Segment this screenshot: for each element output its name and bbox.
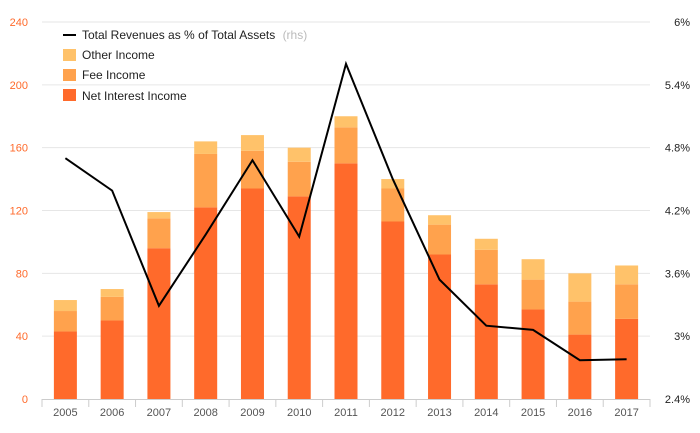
bar-net-interest-income-2006: [100, 320, 124, 399]
bar-net-interest-income-2008: [194, 207, 218, 399]
x-tick-label: 2011: [334, 407, 358, 419]
svg-text:Total Revenues as % of Total A: Total Revenues as % of Total Assets (rhs…: [82, 28, 307, 42]
x-tick-label: 2015: [521, 407, 545, 419]
x-tick-label: 2016: [568, 407, 592, 419]
y2-tick-label: 5.4%: [665, 80, 690, 92]
legend-line-label: Total Revenues as % of Total Assets: [82, 28, 275, 42]
bar-net-interest-income-2011: [334, 163, 358, 399]
x-tick-label: 2007: [147, 407, 171, 419]
x-tick-label: 2013: [427, 407, 451, 419]
line-total-revenues-pct-assets: [64, 60, 627, 362]
x-tick-label: 2017: [614, 407, 638, 419]
legend-net-interest-income-swatch: [63, 89, 76, 101]
y-tick-label: 0: [22, 394, 28, 406]
bar-net-interest-income-2009: [240, 188, 264, 399]
bar-fee-income-2017: [615, 284, 639, 319]
bar-net-interest-income-2010: [287, 196, 311, 399]
legend: Total Revenues as % of Total Assets (rhs…: [63, 28, 307, 103]
legend-other-income-label: Other Income: [82, 48, 155, 62]
bar-other-income-2009: [240, 135, 264, 151]
y2-tick-label: 3.6%: [665, 268, 690, 280]
bar-net-interest-income-2015: [521, 309, 545, 399]
x-tick-label: 2012: [381, 407, 405, 419]
legend-other-income-swatch: [63, 49, 76, 61]
bar-fee-income-2011: [334, 127, 358, 164]
legend-net-interest-income-label: Net Interest Income: [82, 89, 187, 103]
bar-other-income-2013: [428, 215, 452, 225]
bar-other-income-2014: [474, 238, 498, 250]
bar-net-interest-income-2005: [53, 331, 77, 399]
y2-tick-label: 4.8%: [665, 143, 690, 155]
legend-fee-income-label: Fee Income: [82, 68, 146, 82]
y-tick-label: 240: [10, 17, 28, 29]
legend-rhs-note: (rhs): [283, 28, 308, 42]
bar-fee-income-2006: [100, 296, 124, 321]
bar-other-income-2006: [100, 289, 124, 297]
x-tick-label: 2010: [287, 407, 311, 419]
bar-fee-income-2015: [521, 279, 545, 310]
bar-other-income-2007: [147, 212, 171, 219]
y2-tick-label: 2.4%: [665, 394, 690, 406]
y-tick-label: 80: [16, 268, 28, 280]
bar-other-income-2017: [615, 265, 639, 285]
bar-other-income-2005: [53, 300, 77, 312]
bar-other-income-2016: [568, 273, 592, 302]
bar-other-income-2008: [194, 141, 218, 154]
y2-tick-label: 3%: [674, 331, 690, 343]
x-tick-label: 2005: [53, 407, 77, 419]
bar-other-income-2011: [334, 116, 358, 128]
bar-fee-income-2013: [428, 224, 452, 255]
bar-fee-income-2012: [381, 188, 405, 222]
x-tick-label: 2008: [193, 407, 217, 419]
bar-fee-income-2008: [194, 153, 218, 208]
bar-net-interest-income-2012: [381, 221, 405, 399]
bar-net-interest-income-2017: [615, 318, 639, 399]
bar-fee-income-2005: [53, 311, 77, 332]
bar-other-income-2015: [521, 259, 545, 280]
bar-net-interest-income-2013: [428, 254, 452, 399]
y-tick-label: 120: [10, 206, 28, 218]
bar-net-interest-income-2007: [147, 248, 171, 399]
x-tick-label: 2014: [474, 407, 498, 419]
axes: 0 2.4% 40 3% 80 3.6% 120 4.2% 160 4.8% 200 5.4% 240 6…: [10, 17, 691, 419]
bar-net-interest-income-2014: [474, 284, 498, 399]
bar-other-income-2012: [381, 179, 405, 189]
y-tick-label: 40: [16, 331, 28, 343]
bar-fee-income-2007: [147, 218, 171, 249]
y2-tick-label: 6%: [674, 17, 690, 29]
x-tick-label: 2009: [240, 407, 264, 419]
stacked-bars: [53, 116, 639, 399]
bar-fee-income-2016: [568, 301, 592, 335]
bar-fee-income-2010: [287, 161, 311, 197]
bar-other-income-2010: [287, 147, 311, 162]
bar-fee-income-2014: [474, 249, 498, 285]
y-tick-label: 160: [10, 143, 28, 155]
legend-fee-income-swatch: [63, 69, 76, 81]
x-tick-label: 2006: [100, 407, 124, 419]
y-tick-label: 200: [10, 80, 28, 92]
y2-tick-label: 4.2%: [665, 206, 690, 218]
revenue-ratio-line: [64, 60, 627, 362]
bar-fee-income-2009: [240, 150, 264, 189]
bar-net-interest-income-2016: [568, 334, 592, 399]
